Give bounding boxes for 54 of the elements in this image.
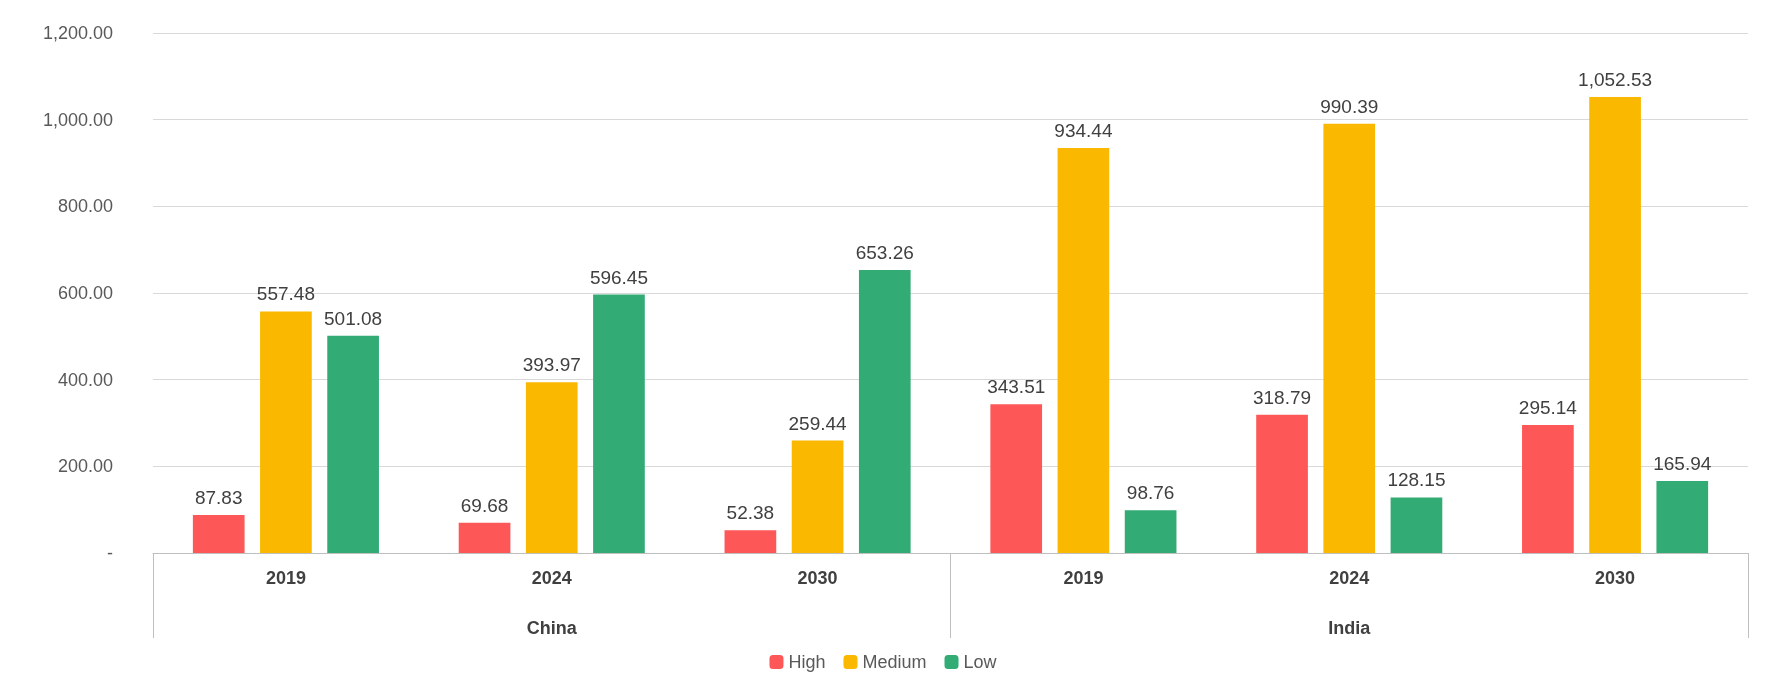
data-label: 1,052.53 bbox=[1578, 68, 1653, 90]
x-tick-label: 2024 bbox=[531, 568, 572, 588]
data-label: 393.97 bbox=[522, 354, 581, 376]
data-label: 596.45 bbox=[589, 266, 649, 288]
bar bbox=[327, 335, 379, 553]
x-tick-label: 2030 bbox=[797, 568, 838, 588]
data-label: 934.44 bbox=[1054, 120, 1113, 142]
x-tick-label: 2030 bbox=[1595, 568, 1636, 588]
bar bbox=[1656, 481, 1709, 553]
bar bbox=[724, 530, 777, 553]
bar bbox=[458, 522, 511, 553]
data-label: 318.79 bbox=[1252, 386, 1312, 408]
y-tick-label: 1,000.00 bbox=[42, 109, 113, 130]
y-tick-label: 1,200.00 bbox=[42, 23, 113, 43]
text: China bbox=[526, 618, 578, 638]
data-label: 165.94 bbox=[1653, 453, 1712, 475]
data-label: 69.68 bbox=[460, 494, 509, 516]
bar bbox=[990, 404, 1043, 553]
bar bbox=[593, 294, 645, 553]
bar bbox=[1124, 510, 1177, 553]
data-label: 259.44 bbox=[788, 412, 848, 434]
data-label: 52.38 bbox=[726, 502, 775, 524]
y-tick-label: 800.00 bbox=[57, 196, 113, 217]
data-label: 990.39 bbox=[1320, 95, 1379, 117]
y-tick-label: 400.00 bbox=[57, 369, 113, 390]
data-label: 653.26 bbox=[855, 241, 914, 263]
bar bbox=[1256, 414, 1308, 553]
bar bbox=[1589, 96, 1641, 553]
bar bbox=[791, 440, 844, 553]
data-label: 87.83 bbox=[194, 486, 243, 508]
y-tick-label: 600.00 bbox=[57, 283, 113, 303]
bar bbox=[1522, 425, 1574, 553]
data-label: 557.48 bbox=[256, 283, 315, 305]
bar bbox=[260, 311, 312, 553]
bar bbox=[525, 382, 578, 553]
data-label: 501.08 bbox=[324, 307, 383, 329]
data-label: 295.14 bbox=[1518, 397, 1578, 419]
legend-label: Low bbox=[963, 652, 998, 672]
data-label: 98.76 bbox=[1126, 482, 1175, 504]
legend-label: High bbox=[788, 652, 826, 672]
text: India bbox=[1328, 618, 1372, 638]
x-tick-label: 2019 bbox=[265, 568, 306, 588]
x-tick-label: 2024 bbox=[1329, 568, 1370, 588]
data-label: 128.15 bbox=[1387, 469, 1446, 491]
bar bbox=[858, 269, 911, 553]
bar bbox=[1323, 123, 1376, 553]
x-tick-label: 2019 bbox=[1063, 568, 1104, 588]
y-tick-label: - bbox=[107, 543, 113, 563]
bar bbox=[1057, 148, 1110, 553]
bar bbox=[192, 514, 245, 553]
bar bbox=[1390, 497, 1443, 553]
data-label: 343.51 bbox=[987, 376, 1046, 398]
y-tick-label: 200.00 bbox=[57, 456, 113, 477]
legend-label: Medium bbox=[862, 652, 927, 672]
